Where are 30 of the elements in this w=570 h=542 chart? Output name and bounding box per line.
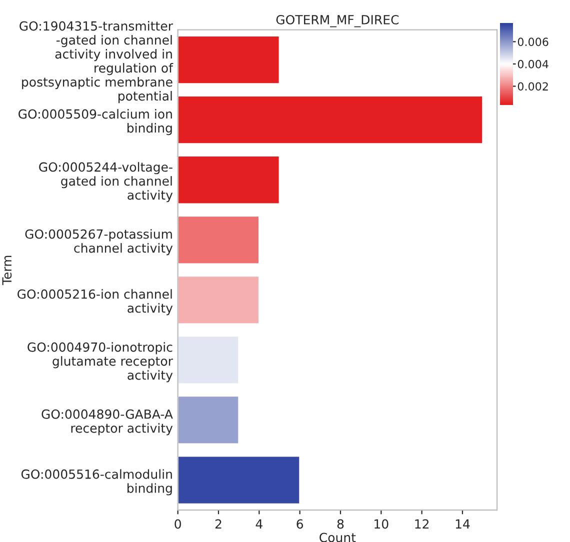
bar <box>178 455 301 505</box>
x-tick-label: 10 <box>374 519 388 529</box>
x-tick-label: 14 <box>456 519 470 529</box>
y-tick-label: GO:0004970-ionotropic glutamate receptor activity <box>28 342 173 382</box>
x-tick-label: 0 <box>174 519 181 529</box>
y-tick-label: GO:0005509-calcium ion binding <box>18 109 172 136</box>
color-bar-label: 0.006 <box>518 38 548 46</box>
bar <box>178 95 484 145</box>
bar <box>178 35 280 85</box>
color-bar-label: 0.004 <box>518 60 548 68</box>
chart-title: GOTERM_MF_DIREC <box>276 14 399 28</box>
x-tick-label: 12 <box>415 519 429 529</box>
bar <box>178 155 280 205</box>
bar <box>178 215 260 265</box>
y-axis-title: Term <box>2 256 12 286</box>
x-tick-label: 8 <box>337 519 344 529</box>
y-tick-label: GO:0005516-calmodulin binding <box>21 469 172 496</box>
y-tick-label: GO:1904315-transmitter -gated ion channel activity involved in regulation of postsynaptic membrane potential <box>20 21 174 104</box>
x-tick-label: 4 <box>256 519 262 529</box>
y-tick-label: GO:0005267-potassium channel activity <box>25 229 173 256</box>
x-tick-label: 6 <box>296 519 304 529</box>
y-tick-label: GO:0005216-ion channel activity <box>18 289 173 316</box>
y-tick-label: GO:0004890-GABA-A receptor activity <box>42 409 173 436</box>
x-axis-title: Count <box>320 532 356 542</box>
y-tick-label: GO:0005244-voltage- gated ion channel activity <box>39 162 173 202</box>
x-tick-label: 2 <box>215 519 222 529</box>
bar <box>178 335 240 385</box>
bar <box>178 275 260 325</box>
bar <box>178 395 240 445</box>
color-bar-label: 0.002 <box>518 82 548 91</box>
